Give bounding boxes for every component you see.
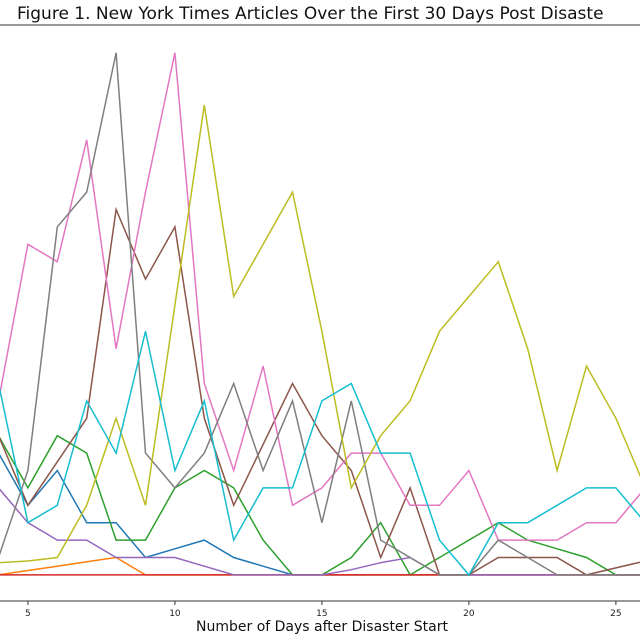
series-line-9 (0, 104, 640, 564)
series-line-10 (0, 331, 640, 577)
series-line-2 (0, 556, 640, 576)
series-line-7 (0, 52, 640, 541)
x-tick-label: 20 (463, 609, 475, 619)
series-line-6 (0, 206, 640, 576)
chart-title: Figure 1. New York Times Articles Over t… (17, 4, 604, 24)
x-axis-label: Number of Days after Disaster Start (196, 619, 448, 635)
x-axis-ticks: 5 10 15 20 25 (25, 601, 622, 619)
series-line-3 (0, 434, 640, 576)
series-lines (0, 52, 640, 577)
x-tick-label: 5 (25, 609, 31, 619)
x-tick-label: 10 (169, 609, 181, 619)
series-line-5 (0, 488, 640, 576)
series-line-8 (0, 52, 640, 576)
x-tick-label: 25 (610, 609, 621, 619)
x-tick-label: 15 (316, 609, 327, 619)
